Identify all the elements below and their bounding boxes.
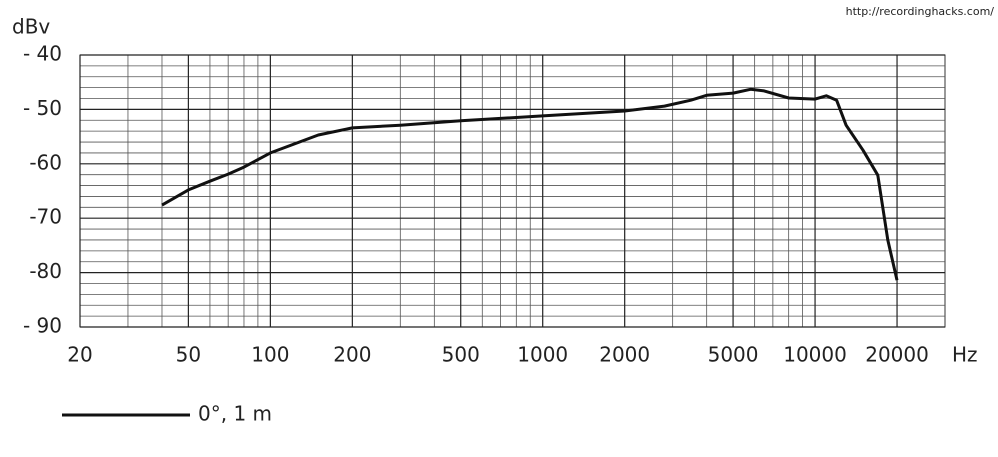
x-unit: Hz xyxy=(952,343,978,367)
x-tick-label: 500 xyxy=(442,343,480,367)
x-tick-label: 5000 xyxy=(708,343,759,367)
y-tick-label: -80 xyxy=(29,259,62,283)
x-tick-label: 20 xyxy=(67,343,92,367)
y-tick-label: - 90 xyxy=(23,314,62,338)
y-tick-label: - 50 xyxy=(23,96,62,120)
y-tick-label: -70 xyxy=(29,205,62,229)
watermark: http://recordinghacks.com/ xyxy=(846,5,995,18)
data-line xyxy=(161,87,899,281)
x-tick-label: 200 xyxy=(333,343,371,367)
x-tick-label: 2000 xyxy=(599,343,650,367)
legend-label: 0°, 1 m xyxy=(198,402,272,426)
x-tick-label: 1000 xyxy=(517,343,568,367)
x-tick-label: 100 xyxy=(251,343,289,367)
y-tick-label: -60 xyxy=(29,150,62,174)
x-tick-label: 50 xyxy=(176,343,201,367)
y-tick-label: - 40 xyxy=(23,42,62,66)
x-tick-label: 10000 xyxy=(783,343,847,367)
y-unit: dBv xyxy=(12,15,50,39)
x-tick-label: 20000 xyxy=(865,343,929,367)
